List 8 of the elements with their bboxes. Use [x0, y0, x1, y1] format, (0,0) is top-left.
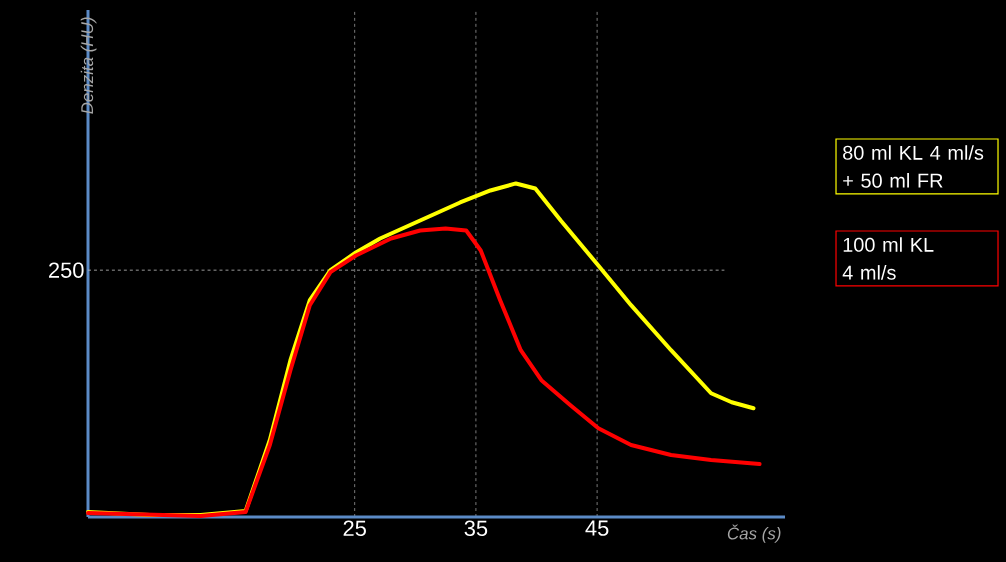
text: 100 ml KL 4 ml/s: [842, 237, 934, 280]
x-axis-title: Čas (s): [727, 524, 781, 543]
y-axis-title: Denzita (HU): [80, 17, 97, 114]
x-tick-label: 25: [343, 520, 366, 537]
x-tick-label: 35: [464, 520, 488, 537]
text: 250: [49, 262, 84, 278]
text: 80 ml KL 4 ml/s + 50 ml FR: [843, 145, 984, 188]
x-tick-label: 45: [585, 520, 609, 536]
